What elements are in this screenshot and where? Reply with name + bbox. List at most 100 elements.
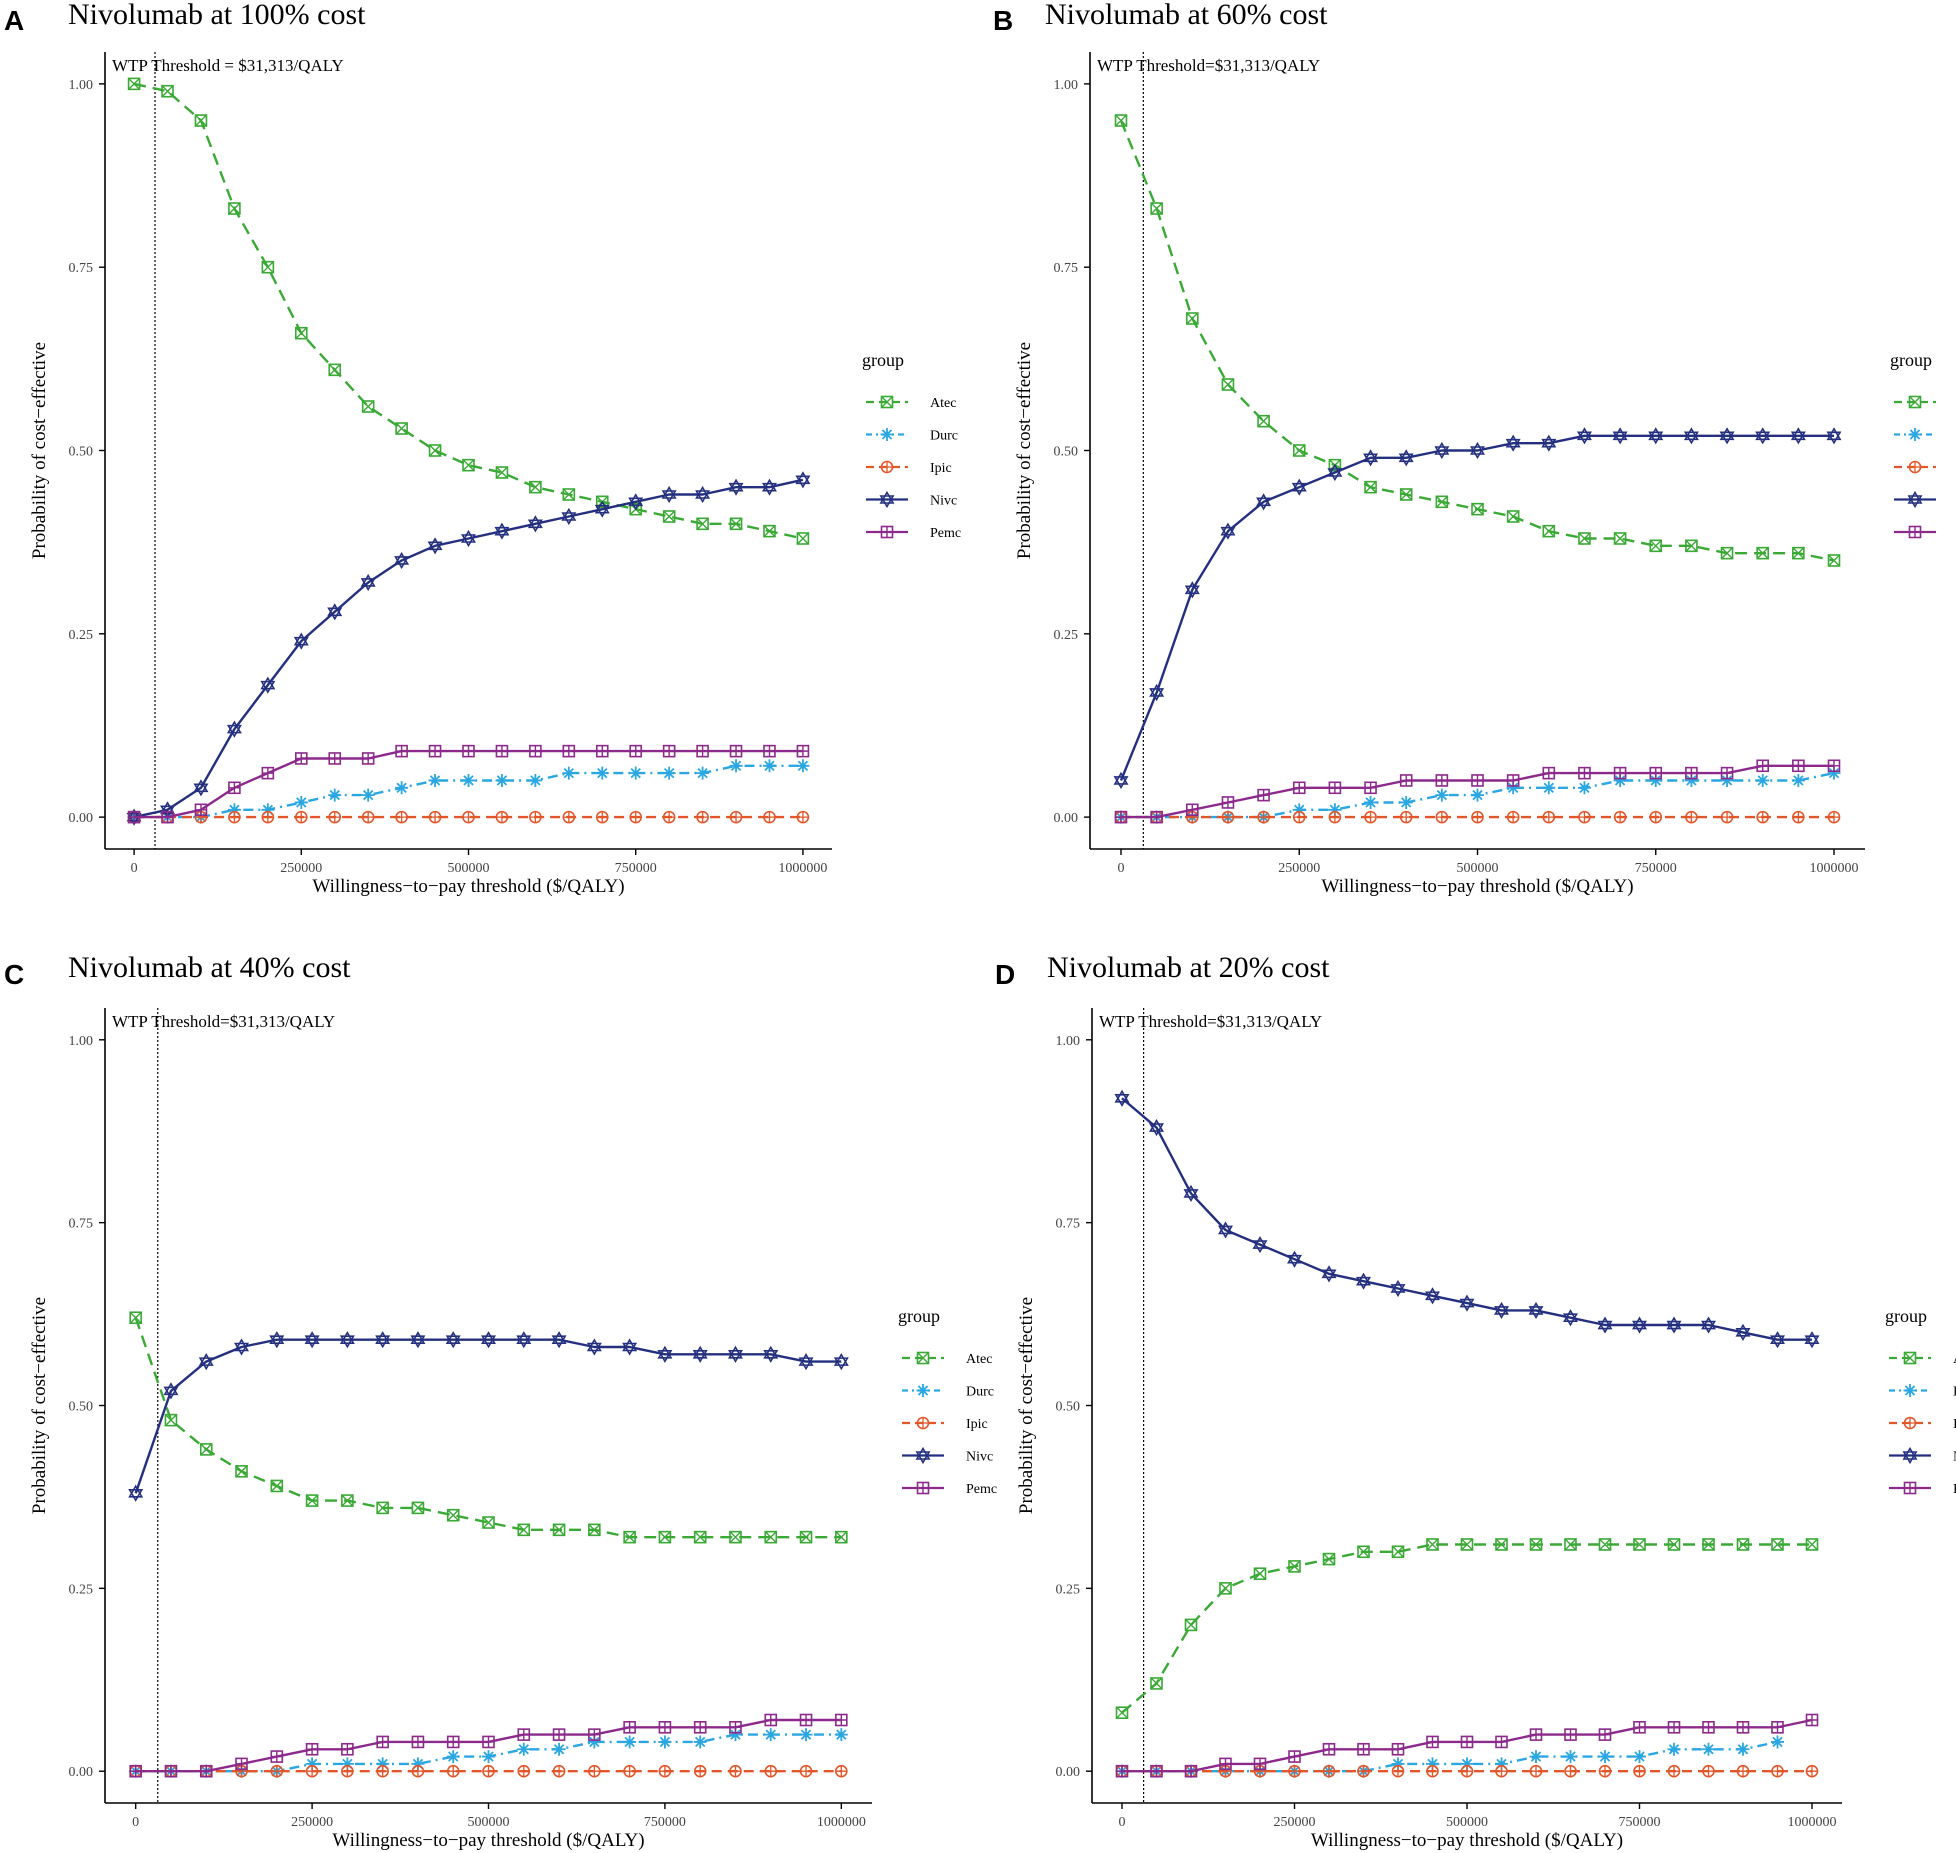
panel-d-series-nivc-point bbox=[1183, 1184, 1199, 1202]
panel-b-series-pemc-point bbox=[1542, 766, 1556, 780]
panel-a-series-nivc-line bbox=[133, 478, 804, 819]
panel-a-series-ipic-point bbox=[462, 810, 475, 824]
panel-d-series-atec-point bbox=[1253, 1567, 1267, 1581]
panel-a-legend-item-durc-marker-star bbox=[880, 428, 894, 441]
panel-a-series-nivc-point-tri-down bbox=[561, 512, 577, 526]
panel-b-series-nivc-point bbox=[1184, 581, 1200, 599]
panel-b-series-nivc-point-tri-up bbox=[1291, 478, 1307, 492]
panel-c-legend-item-atec-marker-cross bbox=[917, 1352, 929, 1364]
panel-b-series-nivc-point-tri-up bbox=[1755, 427, 1771, 441]
panel-d-series-atec-point-box bbox=[1322, 1552, 1336, 1566]
panel-c-series-ipic-point-plus bbox=[800, 1765, 812, 1777]
panel-c-series-pemc-point bbox=[835, 1713, 848, 1727]
panel-d-series-pemc-point bbox=[1495, 1735, 1508, 1749]
panel-a-series-nivc-point-tri-up bbox=[226, 720, 242, 734]
panel-d-series-atec-point-cross bbox=[1254, 1567, 1266, 1580]
panel-b-series-ipic-point bbox=[1613, 810, 1627, 824]
panel-b-series-pemc-point bbox=[1186, 803, 1199, 817]
panel-c-series-atec-point-box bbox=[376, 1501, 389, 1515]
panel-b-x-tick-label: 750000 bbox=[1635, 861, 1677, 876]
panel-c-series-atec-point-box bbox=[341, 1494, 354, 1507]
panel-b-series-nivc-point-tri-down bbox=[1149, 688, 1165, 702]
panel-d-series-nivc-point bbox=[1390, 1279, 1406, 1298]
panel-b-series-nivc-point-tri-down bbox=[1398, 453, 1414, 467]
panel-c-series-ipic-point-plus bbox=[306, 1765, 318, 1777]
panel-d-series-atec-point bbox=[1633, 1538, 1646, 1551]
panel-a-series-nivc-point-tri-up bbox=[695, 485, 711, 499]
panel-d-series-ipic-point bbox=[1736, 1764, 1750, 1778]
panel-a-series-nivc bbox=[126, 471, 811, 826]
panel-d-series-nivc-point-tri-up bbox=[1114, 1089, 1130, 1103]
panel-b-legend-item-nivc-marker-tri-up bbox=[1907, 490, 1923, 504]
panel-c-series-pemc-point bbox=[164, 1764, 178, 1778]
panel-a-legend: group Atec Durc Ipic Nivc Pemc bbox=[862, 350, 961, 541]
panel-d-legend-item-ipic-label: Ipic bbox=[1953, 1417, 1956, 1432]
panel-b-series-ipic-point bbox=[1720, 810, 1734, 824]
panel-a-series-atec-point-box bbox=[629, 502, 643, 516]
panel-d-series-pemc-point-plus bbox=[1703, 1721, 1714, 1733]
panel-a-series-pemc-point bbox=[662, 744, 676, 758]
panel-c-x-tick-label: 0 bbox=[132, 1815, 139, 1830]
panel-a-series-pemc-point bbox=[696, 744, 709, 758]
panel-b-series-atec-point-box bbox=[1399, 488, 1413, 501]
panel-c-series-ipic-point bbox=[270, 1764, 284, 1778]
panel-c-series-durc-point-star bbox=[446, 1750, 460, 1764]
panel-c-series-nivc-point-tri-down bbox=[798, 1357, 814, 1371]
panel-d-series-atec-point bbox=[1495, 1538, 1508, 1551]
panel-c-series-pemc-point-plus bbox=[624, 1721, 636, 1733]
panel-c-series-atec-point bbox=[729, 1530, 742, 1544]
panel-d-series-nivc-point bbox=[1563, 1309, 1578, 1327]
panel-a-x-tick-label: 0 bbox=[131, 861, 138, 876]
panel-a-series-durc-point-star bbox=[294, 795, 308, 809]
panel-b-series-nivc-point bbox=[1541, 434, 1557, 452]
panel-a-series-pemc-point bbox=[395, 744, 408, 758]
panel-c-series-pemc-point-plus bbox=[765, 1714, 777, 1726]
panel-d-series-ipic-point-plus bbox=[1737, 1765, 1749, 1777]
panel-b-series-nivc-point-tri-down bbox=[1363, 453, 1379, 467]
panel-a-series-atec-point-cross bbox=[696, 517, 709, 530]
panel-c-series-durc-point bbox=[552, 1742, 566, 1756]
panel-a-series-atec-point-cross bbox=[429, 444, 442, 457]
panel-a-series-atec-point bbox=[428, 444, 442, 457]
panel-b-series-pemc-point-plus bbox=[1186, 804, 1198, 816]
panel-d-series-nivc-point-tri-down bbox=[1735, 1328, 1751, 1341]
panel-c-series-ipic-point bbox=[411, 1764, 425, 1778]
panel-a-series-nivc-point-tri-up bbox=[728, 478, 744, 492]
panel-d-series-pemc-point-plus bbox=[1116, 1765, 1128, 1777]
panel-b-series-ipic-point-plus bbox=[1685, 811, 1697, 823]
panel-c-legend-item-nivc-marker bbox=[915, 1446, 931, 1465]
panel-c-series-nivc-point-tri-up bbox=[339, 1331, 355, 1344]
panel-c-legend-item-durc-label: Durc bbox=[966, 1385, 994, 1400]
panel-c-series-nivc-point-tri-down bbox=[551, 1335, 567, 1349]
panel-c-series-durc-point-star bbox=[517, 1742, 531, 1756]
panel-c-series-atec-point-box bbox=[270, 1479, 284, 1493]
panel-b-title: Nivolumab at 60% cost bbox=[1045, 0, 1328, 31]
panel-d-series-atec-point bbox=[1357, 1545, 1370, 1559]
panel-c-series-nivc-point-tri-down bbox=[410, 1335, 426, 1349]
panel-d-series-pemc-point-plus bbox=[1634, 1721, 1645, 1733]
panel-b-x-tick-label: 1000000 bbox=[1810, 861, 1859, 876]
panel-b-series-atec-point-cross bbox=[1293, 444, 1306, 457]
panel-a-legend-item-atec-marker-box bbox=[880, 395, 894, 409]
panel-d-series-durc-point-star bbox=[1426, 1757, 1439, 1771]
panel-b-series-atec-point bbox=[1720, 546, 1734, 560]
panel-b-series-durc-point-star bbox=[1649, 773, 1663, 787]
panel-a-series-nivc-point-tri-down bbox=[327, 607, 343, 621]
panel-d-series-ipic-point bbox=[1529, 1764, 1543, 1778]
panel-c-x-tick-label: 500000 bbox=[468, 1815, 510, 1830]
panel-b-series-pemc-point bbox=[1827, 759, 1841, 773]
panel-b-series-pemc-point bbox=[1613, 766, 1627, 780]
panel-b-series-pemc-point-plus bbox=[1721, 767, 1733, 779]
panel-b-series-nivc-point-tri-down bbox=[1755, 431, 1771, 445]
panel-a-series-durc-point bbox=[361, 788, 375, 802]
panel-a-series-atec-point-box bbox=[127, 77, 141, 91]
panel-d-y-axis-label: Probability of cost−effective bbox=[1016, 1297, 1037, 1514]
panel-c-series-nivc-point-tri-down bbox=[269, 1335, 285, 1349]
panel-c-series-pemc-point-plus bbox=[447, 1736, 459, 1748]
panel-b-series-nivc-point bbox=[1790, 427, 1806, 445]
panel-d-series-nivc-point-tri-down bbox=[1494, 1306, 1509, 1320]
panel-b-series-nivc-point-tri-up bbox=[1256, 493, 1272, 507]
panel-d-series-atec-point-box bbox=[1253, 1567, 1267, 1581]
panel-d-series-nivc-point-tri-down bbox=[1597, 1320, 1613, 1334]
panel-b-series-pemc-point-plus bbox=[1828, 760, 1840, 772]
